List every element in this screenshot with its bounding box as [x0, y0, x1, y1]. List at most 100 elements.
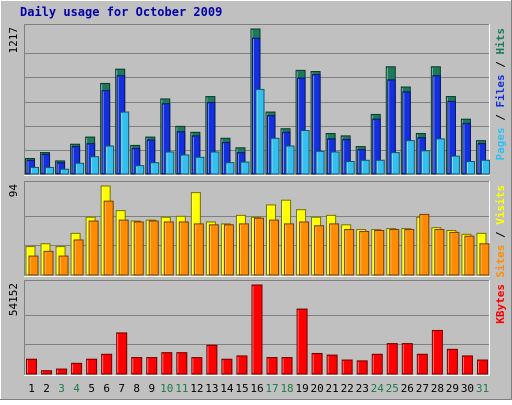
- bar-kbytes: [446, 348, 458, 375]
- bar-pages: [30, 166, 39, 175]
- bar-pages: [105, 145, 115, 175]
- bar-kbytes: [41, 370, 53, 375]
- day-label: 7: [118, 382, 125, 395]
- bar-kbytes: [86, 358, 98, 375]
- bar-sites: [389, 229, 400, 276]
- bar-pages: [60, 168, 70, 175]
- bar-pages: [435, 138, 445, 175]
- panel-visits-max-label: 94: [7, 184, 20, 198]
- chart-title: Daily usage for October 2009: [20, 5, 222, 19]
- bar-kbytes: [356, 360, 368, 375]
- bar-pages: [315, 150, 325, 175]
- bar-sites: [193, 223, 204, 276]
- bar-pages: [345, 160, 355, 175]
- bar-kbytes: [461, 355, 473, 375]
- legend-separator: /: [494, 225, 507, 245]
- day-label: 29: [446, 382, 459, 395]
- bar-pages: [150, 162, 160, 175]
- bar-pages: [450, 155, 460, 175]
- bar-kbytes: [161, 352, 173, 375]
- day-label: 17: [265, 382, 278, 395]
- day-label: 15: [235, 382, 248, 395]
- bar-pages: [255, 88, 265, 175]
- bar-kbytes: [266, 357, 278, 375]
- bar-pages: [390, 152, 400, 175]
- bar-sites: [238, 223, 249, 276]
- bar-sites: [73, 239, 84, 276]
- bar-kbytes: [296, 308, 308, 375]
- bar-sites: [479, 243, 490, 276]
- day-label: 5: [88, 382, 95, 395]
- bar-sites: [133, 221, 144, 276]
- panel-hits-max-label: 1217: [7, 27, 20, 54]
- bar-kbytes: [311, 352, 323, 375]
- day-label: 2: [43, 382, 50, 395]
- bar-sites: [419, 213, 430, 276]
- bar-pages: [270, 137, 280, 175]
- bar-pages: [465, 160, 475, 175]
- bar-sites: [404, 229, 415, 276]
- bar-kbytes: [401, 343, 413, 375]
- bar-pages: [285, 145, 295, 175]
- bar-sites: [118, 219, 129, 276]
- bar-pages: [225, 162, 235, 175]
- day-label: 3: [58, 382, 65, 395]
- bar-sites: [434, 229, 445, 276]
- bar-sites: [43, 250, 54, 276]
- day-label: 23: [356, 382, 369, 395]
- bar-pages: [90, 156, 100, 175]
- bar-sites: [359, 230, 370, 276]
- legend-separator: /: [494, 55, 507, 75]
- bar-sites: [148, 220, 159, 276]
- bar-kbytes: [431, 329, 443, 375]
- legend-files: Files: [494, 74, 507, 107]
- bar-pages: [210, 151, 220, 175]
- legend-sites: Sites: [494, 245, 507, 278]
- day-label: 12: [190, 382, 203, 395]
- bar-sites: [464, 235, 475, 276]
- panel-kbytes-legend: KBytes: [494, 284, 507, 324]
- bar-kbytes: [116, 332, 128, 375]
- bar-kbytes: [476, 359, 488, 375]
- bar-kbytes: [386, 343, 398, 375]
- day-label: 10: [160, 382, 173, 395]
- day-label: 21: [326, 382, 339, 395]
- day-label: 1: [28, 382, 35, 395]
- day-label: 11: [175, 382, 188, 395]
- day-label: 20: [311, 382, 324, 395]
- bar-sites: [223, 224, 234, 276]
- day-label: 4: [73, 382, 80, 395]
- bar-pages: [165, 151, 175, 175]
- bar-pages: [195, 156, 205, 175]
- legend-hits: Hits: [494, 28, 507, 55]
- day-label: 19: [295, 382, 308, 395]
- panel-kbytes-max-label: 54152: [7, 283, 20, 316]
- bar-pages: [300, 130, 310, 175]
- bar-sites: [58, 255, 69, 276]
- day-label: 9: [148, 382, 155, 395]
- bar-pages: [375, 159, 385, 175]
- legend-separator: /: [494, 108, 507, 128]
- day-label: 8: [133, 382, 140, 395]
- panel-visits-legend: Sites / Visits: [494, 185, 507, 278]
- bar-pages: [480, 159, 490, 175]
- bar-sites: [103, 200, 114, 276]
- legend-visits: Visits: [494, 185, 507, 225]
- bar-kbytes: [146, 357, 158, 375]
- day-label: 24: [371, 382, 385, 395]
- bar-kbytes: [191, 357, 203, 375]
- bar-kbytes: [326, 354, 338, 375]
- bar-kbytes: [71, 362, 83, 375]
- bar-sites: [314, 225, 325, 276]
- bar-kbytes: [221, 358, 233, 375]
- bar-sites: [163, 221, 174, 276]
- bar-kbytes: [101, 353, 113, 375]
- bar-kbytes: [236, 355, 248, 375]
- day-label: 28: [431, 382, 444, 395]
- panel-kbytes: 54152 KBytes: [7, 280, 507, 376]
- day-label: 13: [205, 382, 218, 395]
- bar-kbytes: [371, 353, 383, 375]
- day-label: 14: [220, 382, 234, 395]
- bar-pages: [75, 162, 85, 175]
